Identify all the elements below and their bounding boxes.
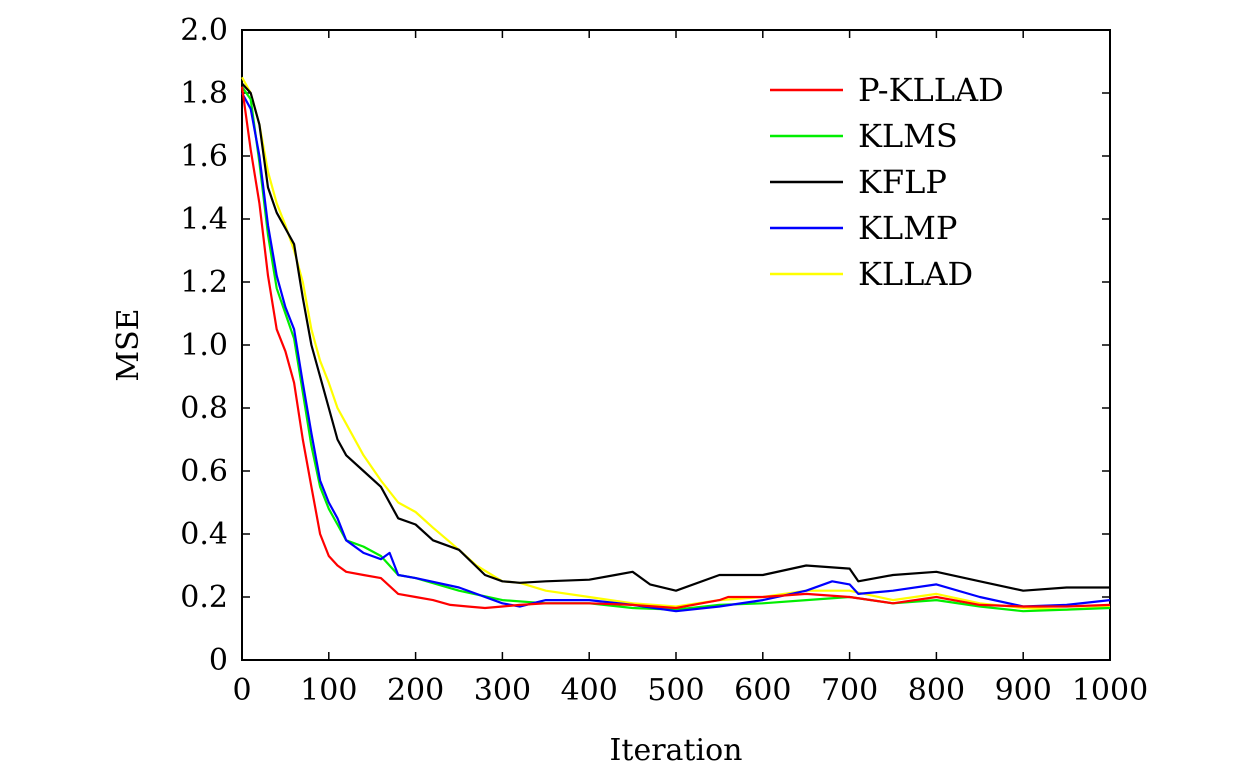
- y-tick-label: 2.0: [180, 13, 228, 48]
- y-tick-label: 1.8: [180, 76, 228, 111]
- y-tick-label: 0.4: [180, 517, 228, 552]
- series-lines: [240, 76, 1111, 613]
- legend-label: KLMS: [858, 117, 958, 155]
- y-axis-label: MSE: [111, 308, 146, 381]
- plot-frame: [241, 29, 1111, 661]
- x-tick-label: 400: [561, 673, 618, 708]
- plot-axes: 0 100 200 300 400 500 600 700 800 900 1000 0 0.2 0.4 0…: [180, 13, 1148, 708]
- legend-label: KLLAD: [858, 255, 973, 293]
- x-tick-label: 0: [232, 673, 251, 708]
- y-tick-label: 1.2: [180, 265, 228, 300]
- series-line-klmp: [241, 92, 1111, 613]
- x-tick-label: 300: [474, 673, 531, 708]
- x-tick-label: 200: [387, 673, 444, 708]
- legend-label: KLMP: [858, 209, 957, 247]
- y-tick-label: 0.8: [180, 391, 228, 426]
- y-tick-label: 1.0: [180, 328, 228, 363]
- legend-label: KFLP: [858, 163, 947, 201]
- y-tick-label: 0: [209, 643, 228, 678]
- x-tick-label: 1000: [1072, 673, 1148, 708]
- x-axis-label: Iteration: [610, 733, 743, 768]
- y-tick-label: 0.2: [180, 580, 228, 615]
- x-tick-label: 100: [300, 673, 357, 708]
- y-tick-label: 1.4: [180, 202, 228, 237]
- x-tick-label: 800: [908, 673, 965, 708]
- series-line-klms: [241, 86, 1111, 613]
- y-tick-label: 1.6: [180, 139, 228, 174]
- y-tick-label: 0.6: [180, 454, 228, 489]
- series-line-p-kllad: [240, 86, 1111, 610]
- series-line-kflp: [241, 82, 1110, 592]
- x-tick-label: 600: [734, 673, 791, 708]
- legend-label: P-KLLAD: [858, 71, 1004, 109]
- series-line-kllad: [241, 76, 1111, 611]
- legend: P-KLLAD KLMS KFLP KLMP KLLAD: [770, 71, 1004, 293]
- x-tick-label: 900: [995, 673, 1052, 708]
- x-tick-label: 700: [821, 673, 878, 708]
- x-tick-label: 500: [647, 673, 704, 708]
